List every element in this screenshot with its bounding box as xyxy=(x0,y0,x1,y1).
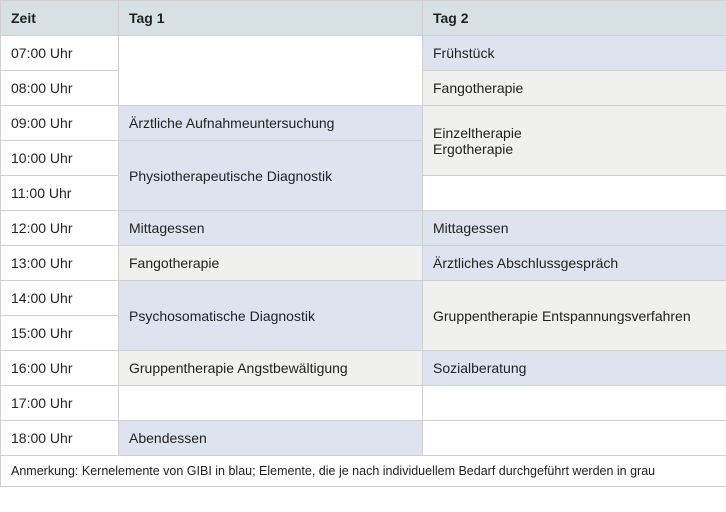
table-row: 18:00 Uhr Abendessen xyxy=(1,421,726,456)
table-row: 07:00 Uhr Frühstück xyxy=(1,36,726,71)
day2-gruppe-entsp: Gruppentherapie Entspannungsverfahren xyxy=(423,281,726,351)
time-cell: 11:00 Uhr xyxy=(1,176,119,211)
day2-empty-17 xyxy=(423,386,726,421)
table-row: 17:00 Uhr xyxy=(1,386,726,421)
day2-einzel-line2: Ergotherapie xyxy=(433,141,716,157)
day2-sozial: Sozialberatung xyxy=(423,351,726,386)
time-cell: 13:00 Uhr xyxy=(1,246,119,281)
schedule-table: Zeit Tag 1 Tag 2 07:00 Uhr Frühstück 08:… xyxy=(0,0,726,487)
time-cell: 17:00 Uhr xyxy=(1,386,119,421)
table-row: 09:00 Uhr Ärztliche Aufnahmeuntersuchung… xyxy=(1,106,726,141)
time-cell: 10:00 Uhr xyxy=(1,141,119,176)
day2-fruehstueck: Frühstück xyxy=(423,36,726,71)
table-row: 14:00 Uhr Psychosomatische Diagnostik Gr… xyxy=(1,281,726,316)
day2-einzel-ergo: Einzeltherapie Ergotherapie xyxy=(423,106,726,176)
header-row: Zeit Tag 1 Tag 2 xyxy=(1,1,726,36)
day1-mittag: Mittagessen xyxy=(119,211,423,246)
day1-fango: Fangotherapie xyxy=(119,246,423,281)
header-time: Zeit xyxy=(1,1,119,36)
day1-empty-morning xyxy=(119,36,423,106)
header-day2: Tag 2 xyxy=(423,1,726,36)
time-cell: 07:00 Uhr xyxy=(1,36,119,71)
day1-abend: Abendessen xyxy=(119,421,423,456)
schedule-table-wrap: Zeit Tag 1 Tag 2 07:00 Uhr Frühstück 08:… xyxy=(0,0,726,487)
day2-mittag: Mittagessen xyxy=(423,211,726,246)
day1-psycho: Psychosomatische Diagnostik xyxy=(119,281,423,351)
day2-einzel-line1: Einzeltherapie xyxy=(433,125,716,141)
day2-abschluss: Ärztliches Abschlussgespräch xyxy=(423,246,726,281)
table-row: 12:00 Uhr Mittagessen Mittagessen xyxy=(1,211,726,246)
time-cell: 16:00 Uhr xyxy=(1,351,119,386)
table-row: 13:00 Uhr Fangotherapie Ärztliches Absch… xyxy=(1,246,726,281)
table-row: 16:00 Uhr Gruppentherapie Angstbewältigu… xyxy=(1,351,726,386)
day1-aufnahme: Ärztliche Aufnahmeuntersuchung xyxy=(119,106,423,141)
time-cell: 14:00 Uhr xyxy=(1,281,119,316)
day2-empty-18 xyxy=(423,421,726,456)
day1-empty-17 xyxy=(119,386,423,421)
time-cell: 12:00 Uhr xyxy=(1,211,119,246)
day2-empty-11 xyxy=(423,176,726,211)
time-cell: 09:00 Uhr xyxy=(1,106,119,141)
time-cell: 15:00 Uhr xyxy=(1,316,119,351)
time-cell: 18:00 Uhr xyxy=(1,421,119,456)
header-day1: Tag 1 xyxy=(119,1,423,36)
day1-physio: Physiotherapeutische Diagnostik xyxy=(119,141,423,211)
time-cell: 08:00 Uhr xyxy=(1,71,119,106)
day2-fango: Fangotherapie xyxy=(423,71,726,106)
note-text: Anmerkung: Kernelemente von GIBI in blau… xyxy=(1,456,726,487)
day1-gruppe-angst: Gruppentherapie Angstbewältigung xyxy=(119,351,423,386)
note-row: Anmerkung: Kernelemente von GIBI in blau… xyxy=(1,456,726,487)
